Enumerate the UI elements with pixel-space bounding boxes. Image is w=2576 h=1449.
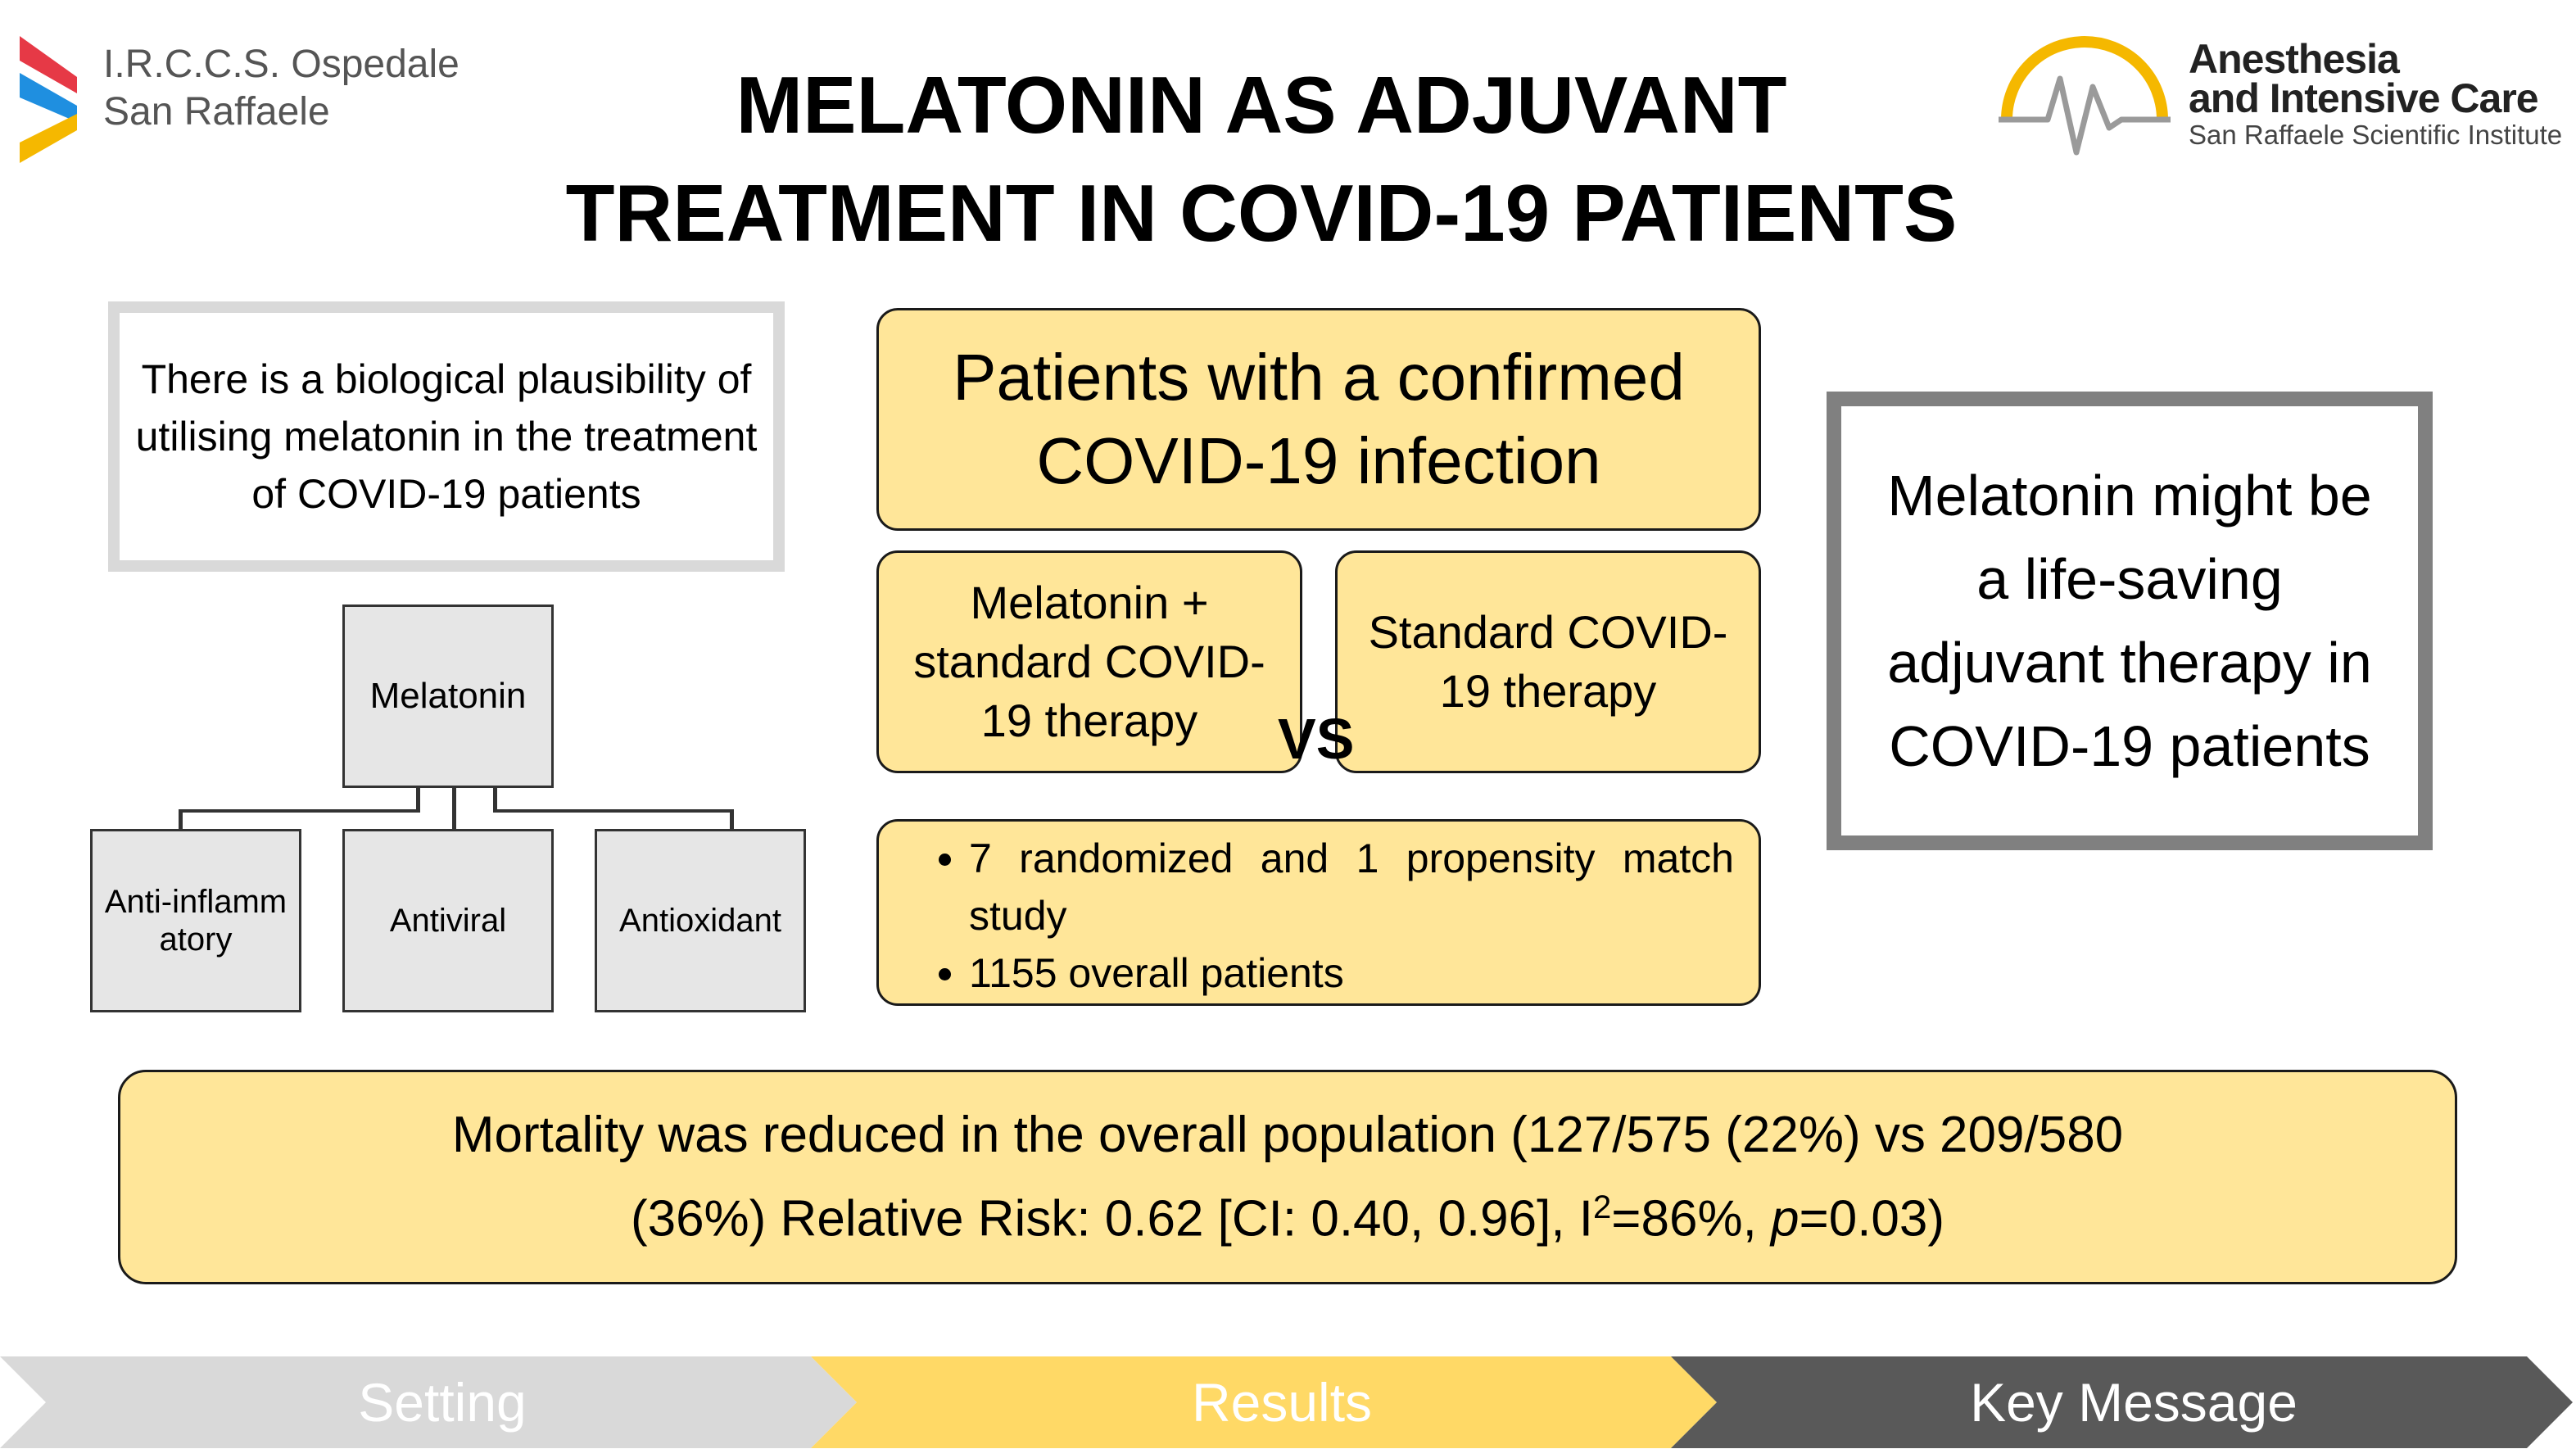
mortality-line1: Mortality was reduced in the overall pop… (451, 1106, 2124, 1163)
nav-key-message[interactable]: Key Message (1970, 1372, 2298, 1433)
nav-results[interactable]: Results (1191, 1372, 1373, 1433)
mortality-box: Mortality was reduced in the overall pop… (118, 1070, 2457, 1284)
setting-box: There is a biological plausibility of ut… (108, 301, 785, 572)
tree-node-anti-inflammatory: Anti-inflammatory (90, 829, 301, 1012)
tree-connector (493, 788, 497, 813)
title-line1: MELATONIN AS ADJUVANT (736, 60, 1787, 150)
nav-results-shape (811, 1356, 1717, 1448)
study-summary-list: 7 randomized and 1 propensity match stud… (912, 830, 1734, 1002)
title-line2: TREATMENT IN COVID-19 PATIENTS (565, 168, 1958, 258)
vs-label: VS (1278, 707, 1355, 771)
anesthesia-logo (1990, 29, 2179, 169)
setting-text: There is a biological plausibility of ut… (120, 313, 773, 560)
nav-setting[interactable]: Setting (358, 1372, 527, 1433)
study-summary-item: 1155 overall patients (969, 944, 1734, 1002)
anesthesia-name-line1: Anesthesia (2189, 36, 2400, 82)
tree-connector (493, 809, 734, 813)
tree-connector (179, 809, 183, 829)
tree-root-node: Melatonin (342, 605, 554, 788)
ospedale-logo (11, 28, 93, 167)
p-value-symbol: p (1771, 1190, 1800, 1247)
anesthesia-subtitle: San Raffaele Scientific Institute (2189, 120, 2563, 150)
mortality-line2-b: =86%, (1611, 1190, 1772, 1247)
ospedale-name-line2: San Raffaele (103, 90, 330, 134)
section-nav-bar (0, 1356, 2573, 1448)
heartbeat-arc-icon (1999, 36, 2171, 156)
nav-key-message-shape (1671, 1356, 2573, 1448)
study-summary-item: 7 randomized and 1 propensity match stud… (969, 830, 1734, 944)
mortality-line2: (36%) Relative Risk: 0.62 [CI: 0.40, 0.9… (631, 1171, 1944, 1256)
tree-node-antioxidant: Antioxidant (595, 829, 806, 1012)
study-summary-box: 7 randomized and 1 propensity match stud… (876, 819, 1761, 1006)
tree-connector (179, 809, 420, 813)
mortality-line2-c: =0.03) (1799, 1190, 1945, 1247)
anesthesia-name-line2: and Intensive Care (2189, 75, 2539, 121)
tree-connector (416, 788, 420, 813)
arm-standard-box: Standard COVID-19 therapy (1335, 550, 1761, 773)
i-squared-superscript: 2 (1593, 1189, 1612, 1225)
ospedale-mark-icon (20, 36, 77, 163)
ospedale-name: I.R.C.C.S. Ospedale San Raffaele (103, 41, 460, 136)
arm-melatonin-box: Melatonin + standard COVID-19 therapy (876, 550, 1302, 773)
tree-node-antiviral: Antiviral (342, 829, 554, 1012)
ospedale-name-line1: I.R.C.C.S. Ospedale (103, 43, 460, 86)
population-box: Patients with a confirmed COVID-19 infec… (876, 308, 1761, 531)
mortality-line2-a: (36%) Relative Risk: 0.62 [CI: 0.40, 0.9… (630, 1190, 1594, 1247)
anesthesia-name: Anesthesia and Intensive Care (2189, 36, 2539, 121)
nav-setting-shape (0, 1356, 857, 1448)
tree-connector (452, 788, 456, 831)
key-message-box: Melatonin might be a life-saving adjuvan… (1827, 392, 2433, 850)
tree-connector (730, 809, 734, 829)
page-title: MELATONIN AS ADJUVANT TREATMENT IN COVID… (524, 51, 1999, 267)
